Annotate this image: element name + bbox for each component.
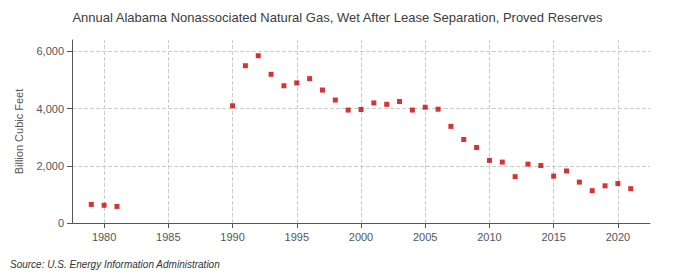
svg-text:2005: 2005: [413, 231, 437, 243]
svg-text:2015: 2015: [541, 231, 565, 243]
svg-text:1985: 1985: [156, 231, 180, 243]
svg-text:2000: 2000: [349, 231, 373, 243]
svg-text:2020: 2020: [606, 231, 630, 243]
svg-text:1990: 1990: [220, 231, 244, 243]
svg-text:Billion Cubic Feet: Billion Cubic Feet: [13, 89, 25, 175]
svg-text:0: 0: [58, 217, 64, 229]
svg-text:Annual Alabama Nonassociated N: Annual Alabama Nonassociated Natural Gas…: [72, 10, 603, 25]
svg-text:1995: 1995: [285, 231, 309, 243]
svg-text:1980: 1980: [92, 231, 116, 243]
svg-text:Source: U.S. Energy Informatio: Source: U.S. Energy Information Administ…: [10, 259, 220, 270]
svg-text:6,000: 6,000: [36, 45, 64, 57]
svg-text:4,000: 4,000: [36, 103, 64, 115]
svg-text:2010: 2010: [477, 231, 501, 243]
svg-text:2,000: 2,000: [36, 160, 64, 172]
